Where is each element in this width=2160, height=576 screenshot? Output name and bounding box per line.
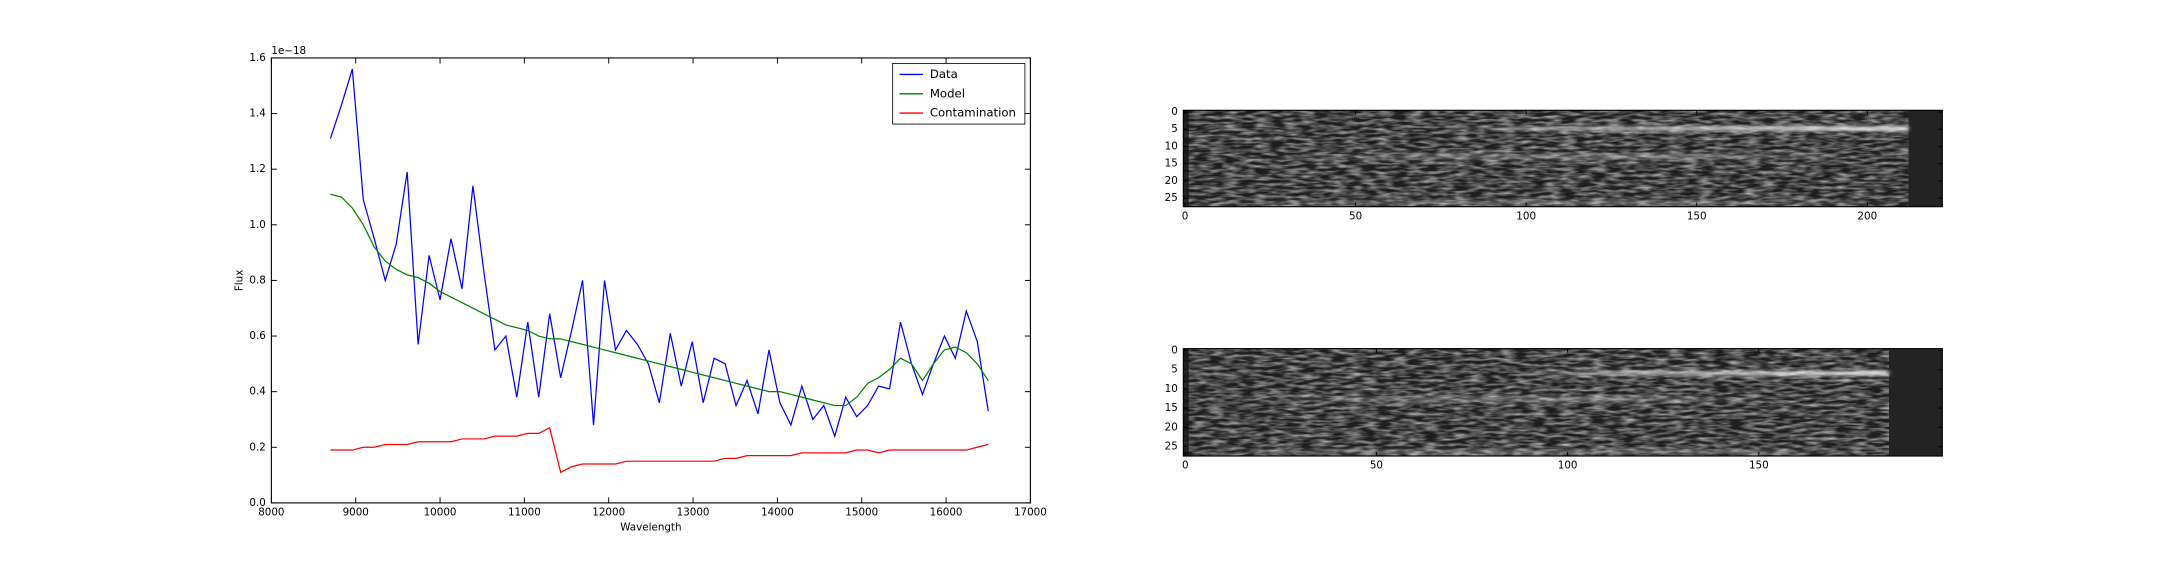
series-line — [329, 68, 989, 439]
x-tick-label: 150 — [1687, 210, 1707, 222]
image-left-edge — [1183, 110, 1189, 207]
series-line — [330, 426, 989, 474]
x-tick-label: 50 — [1370, 460, 1383, 472]
y-tick-label: 15 — [1165, 158, 1178, 170]
x-tick-label: 14000 — [761, 507, 794, 519]
y-tick-label: 0 — [1171, 345, 1178, 357]
image-streak — [1183, 449, 1889, 454]
y-tick-label: 15 — [1165, 402, 1178, 414]
y-tick-label: 1.0 — [249, 219, 265, 231]
image-noise — [1183, 348, 1889, 457]
x-tick-label: 100 — [1558, 460, 1578, 472]
series-line — [330, 193, 989, 407]
image-left-edge — [1183, 348, 1189, 457]
legend-label: Model — [930, 86, 965, 100]
y-tick-label: 10 — [1165, 140, 1178, 152]
y-tick-label: 0.8 — [249, 274, 265, 286]
x-tick-label: 12000 — [592, 507, 625, 519]
legend-label: Contamination — [930, 106, 1016, 120]
image-streak — [1514, 371, 1889, 376]
x-tick-label: 17000 — [1014, 507, 1047, 519]
x-tick-label: 8000 — [258, 507, 284, 519]
y-tick-label: 20 — [1165, 175, 1178, 187]
y-offset-label: 1e−18 — [271, 45, 306, 57]
image-streak — [1239, 396, 1783, 402]
x-tick-label: 0 — [1182, 460, 1189, 472]
x-tick-label: 50 — [1349, 210, 1362, 222]
y-tick-label: 1.6 — [249, 52, 265, 64]
y-tick-label: 25 — [1165, 192, 1178, 204]
x-tick-label: 100 — [1516, 210, 1536, 222]
axes-frame — [270, 57, 1031, 504]
y-tick-label: 1.4 — [249, 108, 265, 120]
y-tick-label: 20 — [1165, 421, 1178, 433]
y-tick-label: 0.4 — [249, 386, 265, 398]
x-tick-label: 200 — [1857, 210, 1877, 222]
legend-label: Data — [930, 67, 958, 81]
y-tick-label: 0 — [1171, 106, 1178, 118]
x-axis-label: Wavelength — [620, 522, 681, 534]
x-tick-label: 16000 — [930, 507, 963, 519]
y-tick-label: 10 — [1165, 383, 1178, 395]
y-tick-label: 5 — [1171, 364, 1178, 376]
legend-box — [892, 63, 1026, 125]
x-tick-label: 10000 — [424, 507, 457, 519]
x-tick-label: 11000 — [508, 507, 541, 519]
image-streak — [1444, 126, 1909, 131]
axes-frame — [1182, 109, 1943, 208]
image-streak — [1270, 153, 1872, 160]
image-streak — [1183, 200, 1909, 205]
y-tick-label: 0.6 — [249, 330, 265, 342]
y-tick-label: 5 — [1171, 123, 1178, 135]
x-tick-label: 15000 — [845, 507, 878, 519]
axes-frame — [1182, 348, 1943, 457]
y-tick-label: 0.2 — [249, 441, 265, 453]
x-tick-label: 9000 — [343, 507, 369, 519]
y-axis-label: Flux — [234, 270, 246, 291]
x-tick-label: 150 — [1749, 460, 1769, 472]
x-tick-label: 0 — [1182, 210, 1189, 222]
y-tick-label: 0.0 — [249, 497, 265, 509]
y-tick-label: 1.2 — [249, 163, 265, 175]
y-tick-label: 25 — [1165, 440, 1178, 452]
x-tick-label: 13000 — [677, 507, 710, 519]
